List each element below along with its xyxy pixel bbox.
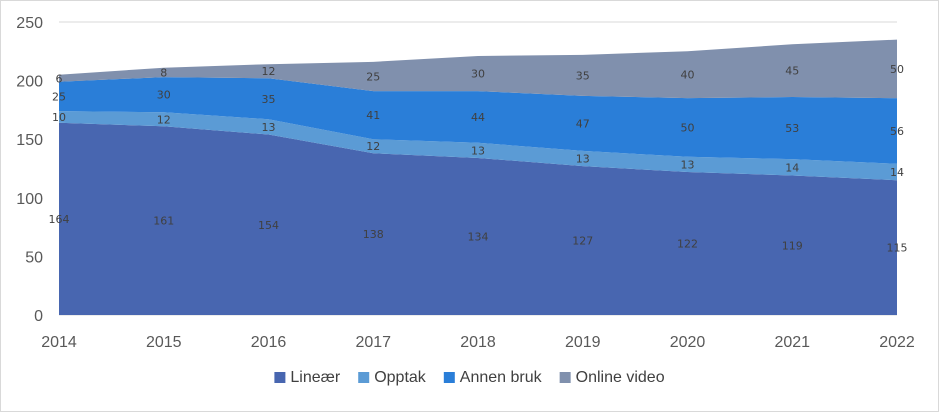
legend-label: Opptak	[374, 369, 427, 386]
data-label-online-video: 50	[890, 63, 904, 76]
area-line-r	[59, 122, 897, 316]
legend-swatch	[559, 372, 571, 383]
y-tick-label: 100	[16, 191, 43, 208]
y-axis: 0 50 100 150 200 250	[16, 15, 43, 325]
data-label-annen-bruk: 35	[262, 93, 276, 106]
data-label-opptak: 13	[262, 121, 276, 134]
x-tick-label: 2020	[670, 334, 706, 351]
data-label-annen-bruk: 50	[681, 121, 695, 134]
data-label-opptak: 13	[681, 158, 695, 171]
data-label-opptak: 12	[366, 140, 380, 153]
data-label-online-video: 35	[576, 69, 590, 82]
data-label-line-r: 122	[677, 238, 698, 251]
data-label-online-video: 40	[681, 69, 695, 82]
data-label-line-r: 138	[363, 228, 384, 241]
x-tick-label: 2016	[251, 334, 287, 351]
data-label-annen-bruk: 44	[471, 111, 485, 124]
y-tick-label: 150	[16, 132, 43, 149]
legend-item: Lineær	[274, 369, 341, 386]
data-label-opptak: 12	[157, 113, 171, 126]
data-label-line-r: 119	[782, 239, 803, 252]
x-tick-label: 2018	[460, 334, 496, 351]
data-label-online-video: 30	[471, 68, 485, 81]
data-label-annen-bruk: 41	[366, 109, 380, 122]
data-label-online-video: 8	[160, 66, 167, 79]
data-label-online-video: 12	[262, 65, 276, 78]
y-tick-label: 250	[16, 15, 43, 32]
legend-swatch	[358, 372, 370, 383]
y-tick-label: 50	[25, 249, 43, 266]
x-axis: 2014 2015 2016 2017 2018 2019 2020 2021 2022	[41, 334, 915, 351]
x-tick-label: 2019	[565, 334, 601, 351]
data-label-online-video: 45	[785, 65, 799, 78]
data-label-opptak: 14	[785, 161, 799, 174]
x-tick-label: 2021	[774, 334, 810, 351]
data-label-line-r: 115	[887, 242, 908, 255]
data-label-opptak: 10	[52, 111, 66, 124]
y-tick-label: 200	[16, 74, 43, 91]
x-tick-label: 2017	[355, 334, 391, 351]
legend: Lineær Opptak Annen bruk Online video	[274, 369, 665, 386]
data-label-online-video: 25	[366, 70, 380, 83]
area-series	[59, 39, 897, 316]
y-tick-label: 0	[34, 308, 43, 325]
legend-label: Lineær	[290, 369, 340, 386]
data-label-line-r: 161	[153, 215, 174, 228]
data-label-opptak: 13	[471, 144, 485, 157]
data-label-line-r: 127	[572, 235, 593, 248]
data-label-line-r: 134	[468, 230, 489, 243]
x-tick-label: 2022	[879, 334, 915, 351]
data-label-opptak: 14	[890, 166, 904, 179]
data-label-annen-bruk: 56	[890, 125, 904, 138]
data-label-annen-bruk: 30	[157, 89, 171, 102]
legend-swatch	[274, 372, 286, 383]
legend-label: Online video	[576, 369, 665, 386]
legend-swatch	[443, 372, 455, 383]
area-opptak	[59, 111, 897, 181]
legend-label: Annen bruk	[460, 369, 543, 386]
data-label-annen-bruk: 25	[52, 90, 66, 103]
data-label-annen-bruk: 53	[785, 122, 799, 135]
legend-item: Online video	[559, 369, 665, 386]
data-label-online-video: 6	[56, 72, 63, 85]
data-label-line-r: 164	[49, 213, 70, 226]
area-annen-bruk	[59, 77, 897, 164]
legend-item: Annen bruk	[443, 369, 543, 386]
data-label-opptak: 13	[576, 153, 590, 166]
x-tick-label: 2014	[41, 334, 77, 351]
data-label-line-r: 154	[258, 219, 279, 232]
x-tick-label: 2015	[146, 334, 182, 351]
area-online-video	[59, 39, 897, 99]
data-label-annen-bruk: 47	[576, 117, 590, 130]
legend-item: Opptak	[358, 369, 427, 386]
